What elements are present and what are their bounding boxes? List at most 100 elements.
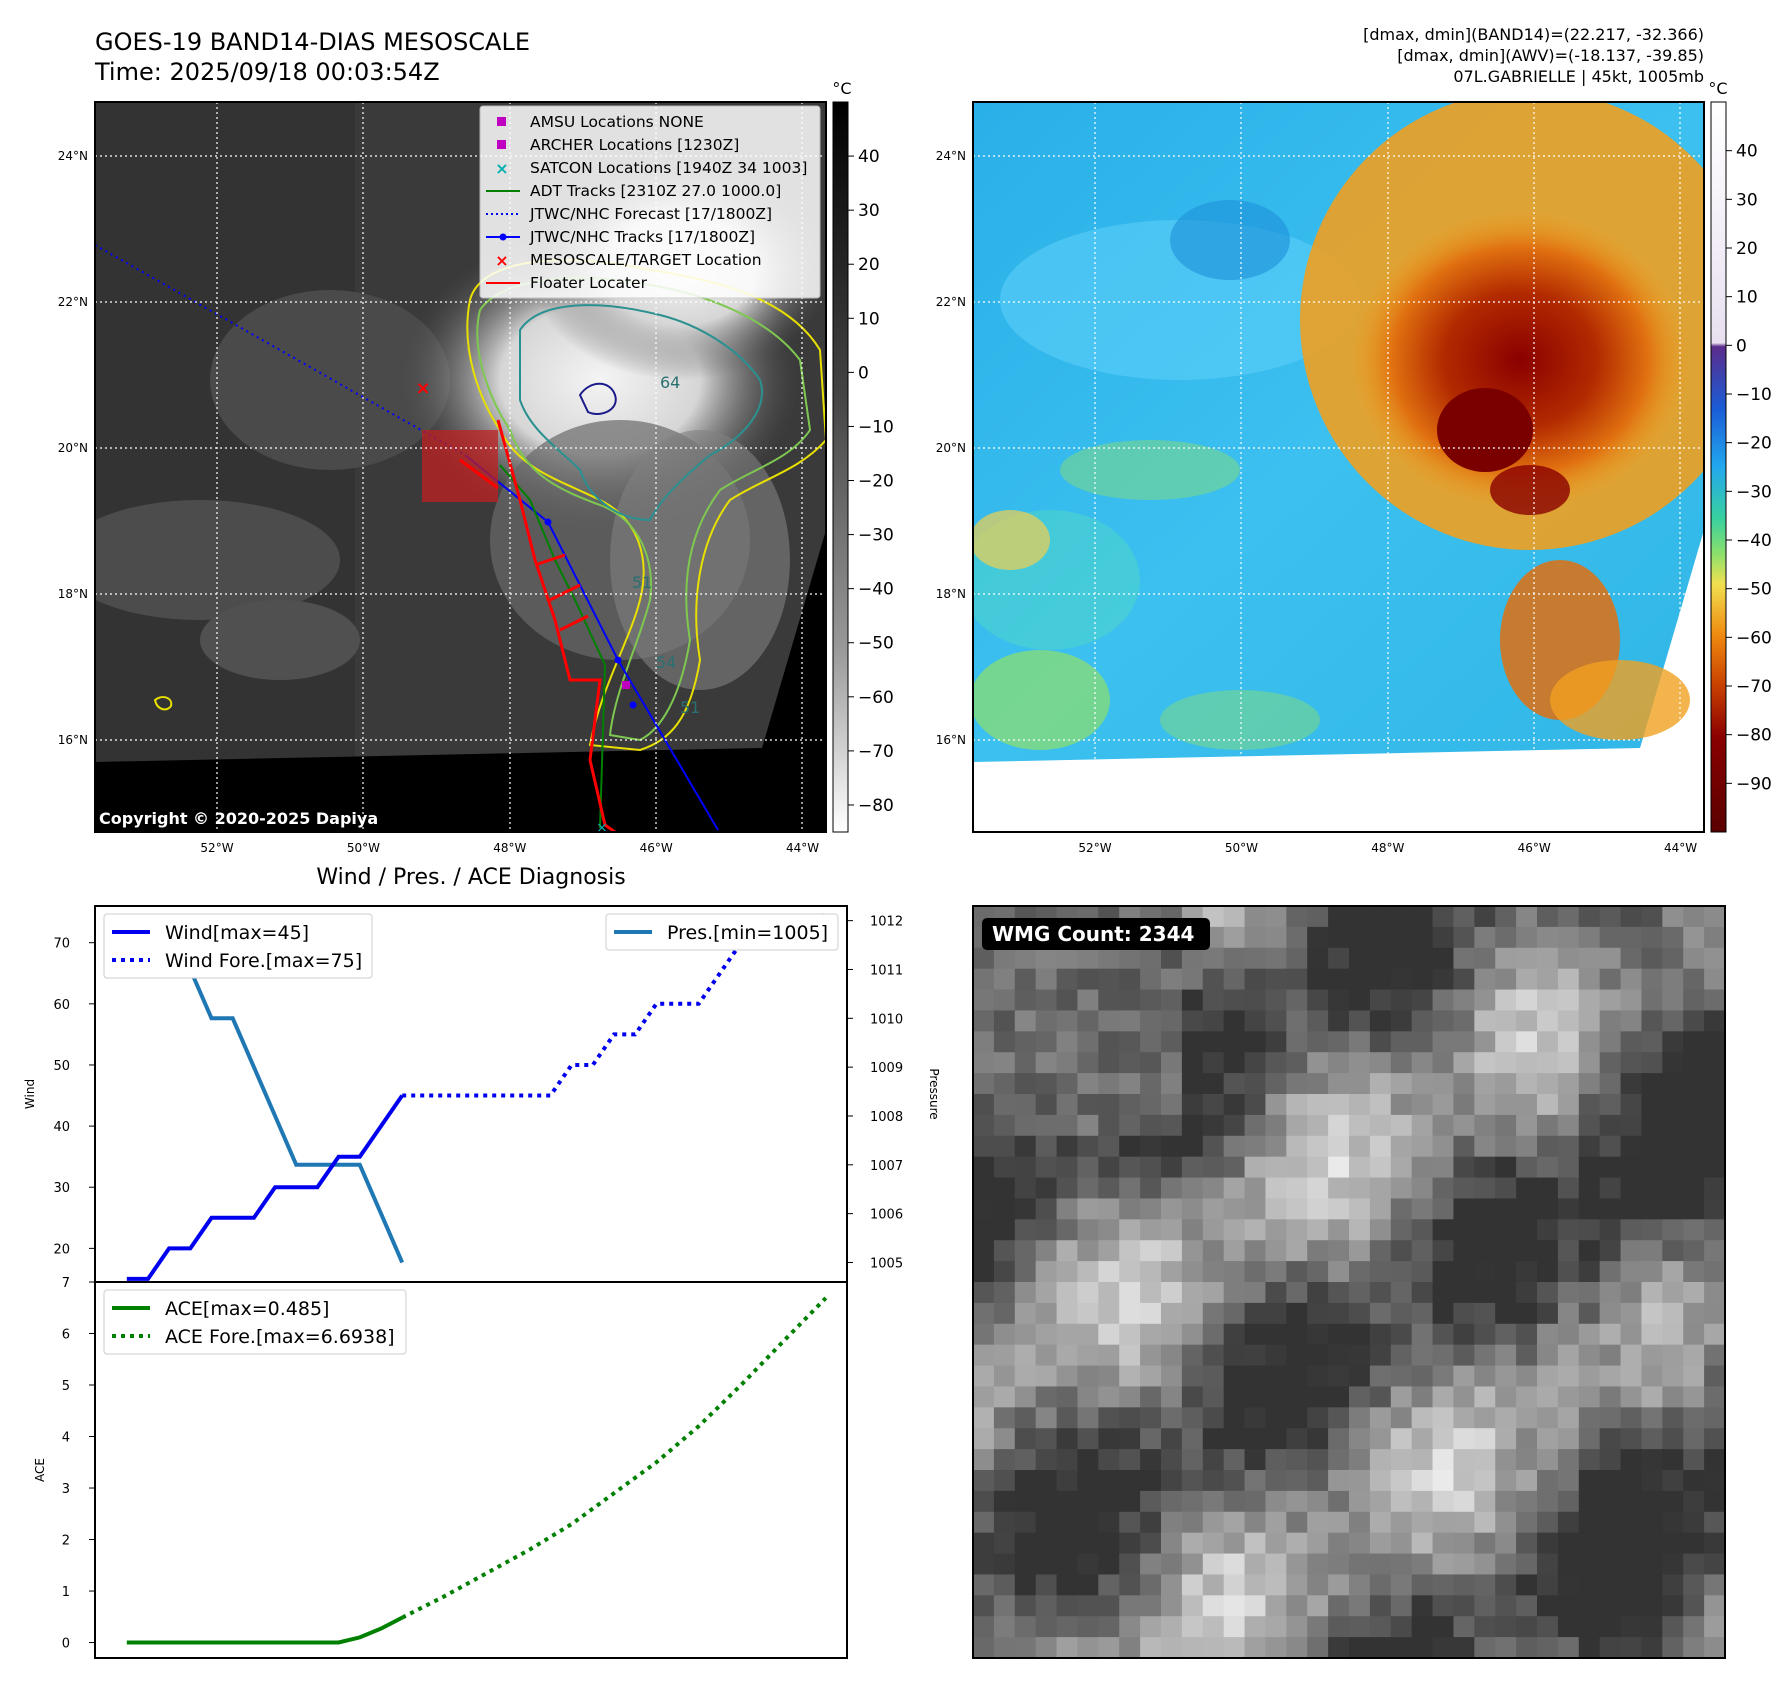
lat-label: 20°N — [58, 441, 88, 455]
colorbar-tick-label: 40 — [858, 147, 880, 167]
x-marker-icon: × — [495, 251, 508, 270]
wind-ylabel: Wind — [23, 1079, 37, 1109]
ace-legend: ACE[max=0.485] ACE Fore.[max=6.6938] — [103, 1289, 407, 1355]
figure-title: GOES-19 BAND14-DIAS MESOSCALE — [95, 28, 530, 56]
nhc-track — [464, 454, 719, 831]
info-awv: [dmax, dmin](AWV)=(-18.137, -39.85) — [1397, 46, 1704, 65]
satcon-marker: × — [596, 820, 608, 836]
colorbar-tick-label: 10 — [858, 309, 880, 329]
legend-label: JTWC/NHC Forecast [17/1800Z] — [529, 205, 772, 223]
legend-item: JTWC/NHC Tracks [17/1800Z] — [486, 228, 755, 246]
lat-label: 22°N — [936, 295, 966, 309]
wmg-panel: WMG Count: 2344 — [972, 905, 1726, 1659]
contour-label: 54 — [656, 653, 676, 672]
legend-label: SATCON Locations [1940Z 34 1003] — [530, 159, 807, 177]
colorbar-tick-label: −40 — [858, 580, 894, 600]
y-tick-label: 50 — [53, 1059, 70, 1074]
colorbar-tick-label: −10 — [858, 417, 894, 437]
lon-label: 46°W — [640, 841, 673, 855]
wind-line — [126, 1094, 404, 1281]
colorbar-tick-label: 0 — [858, 363, 869, 383]
y-tick-label: 20 — [53, 1242, 70, 1257]
awv-colorbar: °C 40 30 20 10 0 −10 −20 −30 −40 −50 −60 −70 −80 −90 — [1708, 79, 1772, 833]
pressure-legend-label: Pres.[min=1005] — [667, 922, 828, 944]
colorbar-tick-label: −30 — [1736, 482, 1772, 502]
y-tick-label: 1010 — [870, 1012, 903, 1027]
lat-label: 24°N — [936, 149, 966, 163]
lon-label: 50°W — [347, 841, 380, 855]
y-tick-label: 1008 — [870, 1110, 903, 1125]
colorbar-tick-label: 30 — [858, 201, 880, 221]
colorbar-tick-label: −30 — [858, 526, 894, 546]
ir-colorbar-unit: °C — [832, 79, 851, 98]
copyright: Copyright © 2020-2025 Dapiya — [99, 809, 378, 828]
colorbar-tick-label: −80 — [858, 796, 894, 816]
ir-lat-labels: 24°N 22°N 20°N 18°N 16°N — [58, 149, 88, 747]
colorbar-tick-label: −20 — [1736, 434, 1772, 454]
y-tick-label: 30 — [53, 1181, 70, 1196]
colorbar-tick-label: −60 — [858, 688, 894, 708]
awv-lon-labels: 52°W 50°W 48°W 46°W 44°W — [1078, 841, 1697, 855]
contour-labels: 64 54 51 51 — [632, 373, 700, 717]
lon-label: 48°W — [1371, 841, 1404, 855]
colorbar-tick-label: −60 — [1736, 628, 1772, 648]
colorbar-tick-label: −50 — [1736, 580, 1772, 600]
colorbar-tick-label: 10 — [1736, 288, 1758, 308]
nhc-track-point — [629, 701, 637, 709]
colorbar-tick-label: 30 — [1736, 190, 1758, 210]
lon-label: 50°W — [1225, 841, 1258, 855]
pressure-ylabel: Pressure — [927, 1068, 941, 1119]
lon-label: 44°W — [1664, 841, 1697, 855]
ir-lon-labels: 52°W 50°W 48°W 46°W 44°W — [200, 841, 819, 855]
y-tick-label: 4 — [62, 1431, 70, 1446]
colorbar-tick-label: −40 — [1736, 531, 1772, 551]
mesoscale-target-marker: × — [415, 378, 430, 399]
legend-item: AMSU Locations NONE — [497, 113, 704, 131]
ace-forecast-line — [401, 1296, 828, 1620]
legend-item: ARCHER Locations [1230Z] — [497, 136, 739, 154]
legend-label: Floater Locater — [530, 274, 648, 292]
lat-label: 18°N — [58, 587, 88, 601]
colorbar-tick-label: 40 — [1736, 142, 1758, 162]
colorbar-tick-label: −70 — [1736, 677, 1772, 697]
square-marker-icon — [497, 140, 506, 149]
y-tick-label: 70 — [53, 937, 70, 952]
legend-label: JTWC/NHC Tracks [17/1800Z] — [529, 228, 755, 246]
y-tick-label: 1 — [62, 1585, 70, 1600]
pressure-legend: Pres.[min=1005] — [605, 913, 839, 951]
legend-item: ADT Tracks [2310Z 27.0 1000.0] — [486, 182, 781, 200]
colorbar-tick-label: 20 — [858, 255, 880, 275]
lon-label: 44°W — [786, 841, 819, 855]
legend-item: × SATCON Locations [1940Z 34 1003] — [495, 159, 807, 178]
colorbar-tick-label: −80 — [1736, 726, 1772, 746]
y-tick-label: 6 — [62, 1328, 70, 1343]
legend-item: × MESOSCALE/TARGET Location — [495, 251, 761, 270]
y-tick-label: 1011 — [870, 963, 903, 978]
wind-chart: 20 30 40 50 60 70 1005 1006 1007 1008 1009 1010 101… — [23, 905, 941, 1283]
forecast-track — [95, 244, 466, 456]
ir-map-frame — [94, 101, 827, 833]
y-tick-label: 1006 — [870, 1208, 903, 1223]
y-tick-label: 5 — [62, 1379, 70, 1394]
colorbar-tick-label: −10 — [1736, 385, 1772, 405]
contour-label: 51 — [680, 698, 700, 717]
nhc-track-point — [544, 518, 552, 526]
wmg-count-badge — [982, 918, 1210, 950]
lat-label: 18°N — [936, 587, 966, 601]
ir-colorbar: °C 40 30 20 10 0 −10 −20 −30 −40 −50 −60 −70 −80 — [832, 79, 894, 833]
y-tick-label: 1005 — [870, 1256, 903, 1271]
legend-label: ARCHER Locations [1230Z] — [530, 136, 739, 154]
y-tick-label: 1012 — [870, 915, 903, 930]
figure-time: Time: 2025/09/18 00:03:54Z — [94, 58, 440, 86]
lat-label: 20°N — [936, 441, 966, 455]
ace-chart: 0 1 2 3 4 5 6 7 ACE ACE[max=0.485] ACE Fore.[ma… — [33, 1276, 848, 1659]
colorbar-tick-label: 20 — [1736, 239, 1758, 259]
legend-label: MESOSCALE/TARGET Location — [530, 251, 762, 269]
info-storm: 07L.GABRIELLE | 45kt, 1005mb — [1453, 67, 1704, 86]
y-tick-label: 60 — [53, 998, 70, 1013]
wmg-count-label: WMG Count: 2344 — [992, 922, 1194, 946]
nhc-track-point — [614, 656, 622, 664]
info-band14: [dmax, dmin](BAND14)=(22.217, -32.366) — [1363, 25, 1704, 44]
contour-label: 51 — [632, 573, 652, 592]
y-tick-label: 1007 — [870, 1159, 903, 1174]
